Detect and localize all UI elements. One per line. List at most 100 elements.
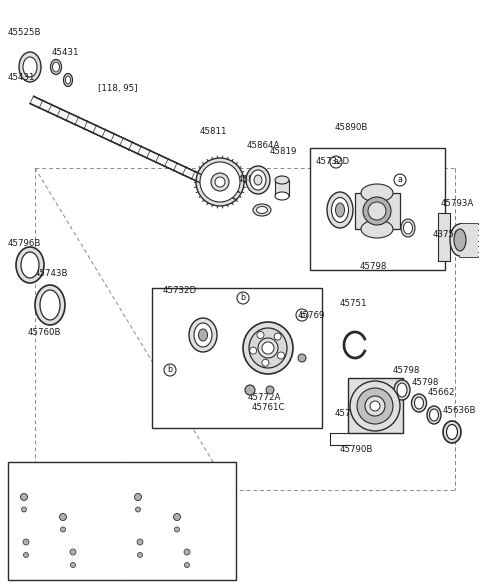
Ellipse shape: [327, 192, 353, 228]
Text: b: b: [168, 366, 172, 374]
Ellipse shape: [40, 290, 60, 320]
Circle shape: [298, 354, 306, 362]
Circle shape: [262, 359, 269, 366]
Circle shape: [394, 174, 406, 186]
Bar: [348, 378, 403, 433]
Text: b: b: [300, 311, 304, 319]
Circle shape: [164, 364, 176, 376]
Circle shape: [184, 549, 190, 555]
Polygon shape: [30, 96, 240, 200]
Circle shape: [296, 309, 308, 321]
Bar: [460, 224, 478, 257]
Circle shape: [20, 466, 32, 478]
Bar: [275, 180, 289, 196]
Ellipse shape: [357, 388, 393, 424]
Ellipse shape: [401, 219, 415, 237]
Ellipse shape: [450, 224, 470, 256]
Text: 45904: 45904: [130, 486, 157, 495]
Ellipse shape: [215, 177, 225, 187]
Text: 45868: 45868: [238, 175, 265, 184]
Circle shape: [184, 563, 190, 567]
Text: 45798: 45798: [412, 378, 439, 387]
Ellipse shape: [427, 406, 441, 424]
Ellipse shape: [397, 383, 407, 397]
Text: 45777: 45777: [177, 560, 204, 569]
Ellipse shape: [256, 206, 267, 213]
Ellipse shape: [454, 229, 466, 251]
Text: 45732D: 45732D: [163, 286, 197, 295]
Circle shape: [60, 513, 67, 520]
Bar: [355, 193, 400, 229]
Circle shape: [137, 539, 143, 545]
Ellipse shape: [365, 396, 385, 416]
Ellipse shape: [446, 424, 457, 440]
Ellipse shape: [23, 57, 37, 77]
Text: [118, 95]: [118, 95]: [98, 84, 138, 93]
Text: 45798: 45798: [393, 366, 420, 375]
Text: 45777: 45777: [63, 560, 91, 569]
Ellipse shape: [21, 252, 39, 278]
Circle shape: [257, 332, 264, 339]
Text: a: a: [397, 175, 402, 185]
Ellipse shape: [275, 192, 289, 200]
Text: 45525B: 45525B: [8, 28, 41, 37]
Bar: [438, 213, 450, 261]
Circle shape: [330, 156, 342, 168]
Circle shape: [237, 292, 249, 304]
Text: 45767B: 45767B: [143, 496, 177, 505]
Ellipse shape: [35, 285, 65, 325]
Text: 43756A: 43756A: [433, 230, 467, 239]
Ellipse shape: [63, 73, 72, 87]
Ellipse shape: [394, 380, 410, 400]
Text: a: a: [24, 468, 28, 476]
Text: 45769: 45769: [298, 311, 325, 320]
Text: 45636B: 45636B: [443, 406, 477, 415]
Ellipse shape: [246, 166, 270, 194]
Circle shape: [70, 549, 76, 555]
Text: 45772A: 45772A: [248, 393, 281, 402]
Circle shape: [21, 493, 27, 500]
Text: b: b: [137, 468, 143, 476]
Ellipse shape: [258, 338, 278, 358]
Circle shape: [23, 539, 29, 545]
Text: 45790B: 45790B: [340, 445, 373, 454]
Ellipse shape: [199, 329, 207, 341]
Text: 45904: 45904: [16, 486, 43, 495]
Ellipse shape: [19, 52, 41, 82]
Circle shape: [173, 513, 180, 520]
Text: 45711: 45711: [335, 409, 362, 418]
Ellipse shape: [370, 401, 380, 411]
Circle shape: [277, 352, 285, 359]
Circle shape: [266, 386, 274, 394]
Ellipse shape: [430, 409, 439, 421]
Ellipse shape: [350, 381, 400, 431]
Circle shape: [137, 553, 143, 557]
Text: 45777: 45777: [16, 550, 44, 559]
Ellipse shape: [275, 176, 289, 184]
Ellipse shape: [243, 322, 293, 374]
Text: 45431: 45431: [8, 73, 36, 82]
Text: 45777: 45777: [130, 550, 157, 559]
Ellipse shape: [332, 197, 348, 223]
Circle shape: [22, 507, 26, 512]
Text: 45761C: 45761C: [252, 403, 286, 412]
Circle shape: [60, 527, 65, 532]
Ellipse shape: [253, 204, 271, 216]
Ellipse shape: [50, 60, 61, 74]
Text: 45811: 45811: [200, 127, 228, 136]
Bar: [310, 148, 445, 270]
Text: b: b: [240, 294, 245, 302]
Circle shape: [134, 466, 146, 478]
Ellipse shape: [200, 162, 240, 202]
Text: a: a: [334, 158, 338, 166]
Ellipse shape: [411, 394, 427, 412]
Circle shape: [274, 333, 281, 340]
Text: 45662: 45662: [428, 388, 456, 397]
Ellipse shape: [361, 184, 393, 202]
Text: 45751: 45751: [340, 299, 368, 308]
Ellipse shape: [16, 247, 44, 283]
Circle shape: [135, 507, 141, 512]
Ellipse shape: [404, 222, 412, 234]
Text: 45890B: 45890B: [335, 123, 368, 132]
Circle shape: [24, 553, 28, 557]
